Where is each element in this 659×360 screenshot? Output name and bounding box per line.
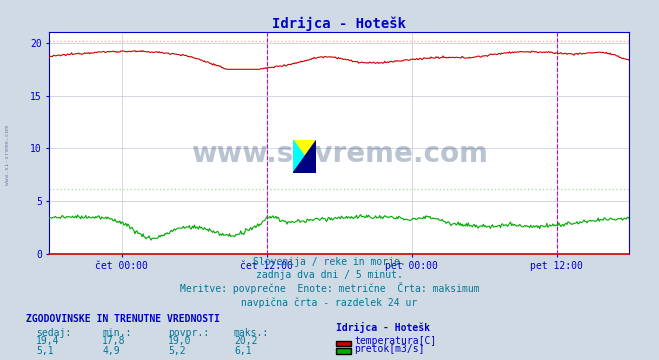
- Polygon shape: [293, 140, 304, 173]
- Text: sedaj:: sedaj:: [36, 328, 71, 338]
- Text: min.:: min.:: [102, 328, 132, 338]
- Polygon shape: [293, 140, 316, 173]
- Polygon shape: [293, 140, 316, 157]
- Text: 17,8: 17,8: [102, 336, 126, 346]
- Text: 19,4: 19,4: [36, 336, 60, 346]
- Text: Meritve: povprečne  Enote: metrične  Črta: maksimum: Meritve: povprečne Enote: metrične Črta:…: [180, 282, 479, 294]
- Title: Idrijca - Hotešk: Idrijca - Hotešk: [272, 17, 407, 31]
- Text: maks.:: maks.:: [234, 328, 269, 338]
- Text: 20,2: 20,2: [234, 336, 258, 346]
- Text: 4,9: 4,9: [102, 346, 120, 356]
- Text: 5,2: 5,2: [168, 346, 186, 356]
- Text: 5,1: 5,1: [36, 346, 54, 356]
- Text: 6,1: 6,1: [234, 346, 252, 356]
- Text: pretok[m3/s]: pretok[m3/s]: [355, 344, 425, 354]
- Text: povpr.:: povpr.:: [168, 328, 209, 338]
- Text: navpična črta - razdelek 24 ur: navpična črta - razdelek 24 ur: [241, 297, 418, 308]
- Text: www.si-vreme.com: www.si-vreme.com: [5, 125, 11, 185]
- Text: temperatura[C]: temperatura[C]: [355, 336, 437, 346]
- Text: Slovenija / reke in morje.: Slovenija / reke in morje.: [253, 257, 406, 267]
- Text: www.si-vreme.com: www.si-vreme.com: [191, 140, 488, 168]
- Text: Idrijca - Hotešk: Idrijca - Hotešk: [336, 322, 430, 333]
- Text: zadnja dva dni / 5 minut.: zadnja dva dni / 5 minut.: [256, 270, 403, 280]
- Text: 19,0: 19,0: [168, 336, 192, 346]
- Text: ZGODOVINSKE IN TRENUTNE VREDNOSTI: ZGODOVINSKE IN TRENUTNE VREDNOSTI: [26, 314, 220, 324]
